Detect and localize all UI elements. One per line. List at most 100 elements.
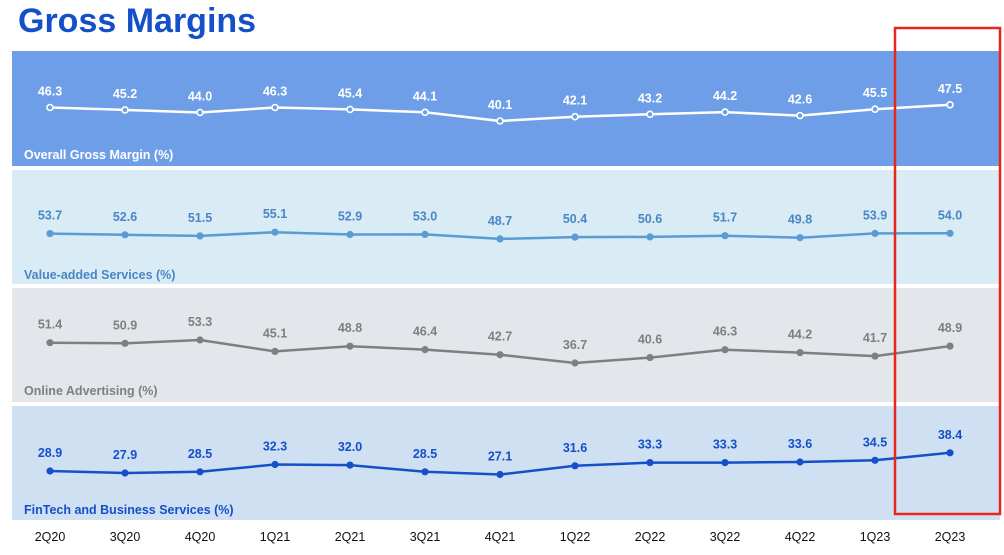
point-fintech-and-business-services-4q21 [496, 470, 504, 479]
point-online-advertising-2q20 [46, 339, 54, 347]
point-online-advertising-2q23 [946, 342, 954, 350]
data-label-overall-gross-margin-4q22: 42.6 [788, 93, 812, 107]
page-title: Gross Margins [18, 2, 257, 40]
data-label-overall-gross-margin-2q23: 47.5 [938, 82, 962, 96]
highlight-box-2q23 [893, 26, 1002, 516]
data-label-online-advertising-4q20: 53.3 [188, 315, 212, 329]
data-label-online-advertising-3q22: 46.3 [713, 325, 737, 339]
point-overall-gross-margin-2q21 [346, 105, 354, 114]
point-value-added-services-4q21 [496, 235, 504, 243]
point-overall-gross-margin-4q20 [196, 108, 204, 117]
point-online-advertising-1q22 [571, 359, 579, 367]
point-value-added-services-1q21 [271, 228, 279, 236]
x-tick-3q20: 3Q20 [110, 530, 141, 544]
point-value-added-services-4q22 [796, 234, 804, 242]
x-tick-4q20: 4Q20 [185, 530, 216, 544]
data-label-fintech-and-business-services-4q20: 28.5 [188, 447, 212, 461]
point-overall-gross-margin-1q21 [271, 103, 279, 112]
point-fintech-and-business-services-1q21 [271, 460, 279, 469]
point-online-advertising-1q23 [871, 352, 879, 360]
point-value-added-services-2q22 [646, 233, 654, 241]
point-overall-gross-margin-4q21 [496, 117, 504, 125]
data-label-overall-gross-margin-4q21: 40.1 [488, 98, 512, 112]
data-label-value-added-services-1q23: 53.9 [863, 208, 887, 222]
x-tick-1q23: 1Q23 [860, 530, 891, 544]
panel-value-added-services [12, 170, 1000, 284]
point-fintech-and-business-services-2q20 [46, 467, 54, 475]
panel-title-overall-gross-margin: Overall Gross Margin (%) [24, 148, 173, 162]
data-label-value-added-services-2q23: 54.0 [938, 208, 962, 222]
point-fintech-and-business-services-3q20 [121, 469, 129, 477]
point-fintech-and-business-services-2q22 [646, 459, 654, 467]
data-label-fintech-and-business-services-2q21: 32.0 [338, 440, 362, 454]
point-fintech-and-business-services-2q21 [346, 461, 354, 469]
data-label-fintech-and-business-services-4q22: 33.6 [788, 437, 812, 451]
point-value-added-services-3q21 [421, 230, 429, 238]
data-label-fintech-and-business-services-3q21: 28.5 [413, 447, 437, 461]
point-online-advertising-4q21 [496, 351, 504, 359]
x-tick-4q21: 4Q21 [485, 530, 516, 544]
data-label-overall-gross-margin-1q23: 45.5 [863, 86, 887, 100]
data-label-overall-gross-margin-2q21: 45.4 [338, 86, 362, 100]
data-label-online-advertising-4q21: 42.7 [488, 330, 512, 344]
data-label-online-advertising-2q21: 48.8 [338, 321, 362, 335]
data-label-overall-gross-margin-4q20: 44.0 [188, 90, 212, 104]
panel-fintech-and-business-services [12, 406, 1000, 520]
data-label-overall-gross-margin-3q22: 44.2 [713, 89, 737, 103]
data-label-value-added-services-1q21: 55.1 [263, 207, 287, 221]
point-overall-gross-margin-2q20 [46, 103, 54, 112]
data-label-online-advertising-4q22: 44.2 [788, 328, 812, 342]
data-label-online-advertising-2q22: 40.6 [638, 333, 662, 347]
point-online-advertising-4q22 [796, 349, 804, 357]
data-label-value-added-services-4q21: 48.7 [488, 214, 512, 228]
point-value-added-services-2q20 [46, 230, 54, 238]
data-label-fintech-and-business-services-2q20: 28.9 [38, 446, 62, 460]
data-label-overall-gross-margin-2q22: 43.2 [638, 91, 662, 105]
point-value-added-services-2q21 [346, 230, 354, 239]
data-label-fintech-and-business-services-1q23: 34.5 [863, 435, 887, 449]
data-label-overall-gross-margin-1q21: 46.3 [263, 85, 287, 99]
point-fintech-and-business-services-1q23 [871, 456, 879, 464]
point-value-added-services-2q23 [946, 229, 954, 237]
data-label-fintech-and-business-services-4q21: 27.1 [488, 450, 512, 464]
panel-title-online-advertising: Online Advertising (%) [24, 384, 158, 398]
point-value-added-services-4q20 [196, 232, 204, 240]
point-online-advertising-1q21 [271, 347, 279, 355]
point-fintech-and-business-services-4q22 [796, 458, 804, 466]
x-tick-2q20: 2Q20 [35, 530, 66, 544]
point-overall-gross-margin-4q22 [796, 111, 804, 120]
data-label-overall-gross-margin-3q21: 44.1 [413, 89, 437, 103]
data-label-overall-gross-margin-3q20: 45.2 [113, 87, 137, 101]
data-label-value-added-services-4q20: 51.5 [188, 211, 212, 225]
point-overall-gross-margin-3q20 [121, 106, 129, 114]
x-tick-1q21: 1Q21 [260, 530, 291, 544]
panel-title-fintech-and-business-services: FinTech and Business Services (%) [24, 503, 234, 517]
panel-online-advertising [12, 288, 1000, 402]
point-overall-gross-margin-2q23 [946, 101, 954, 109]
point-fintech-and-business-services-2q23 [946, 449, 954, 457]
data-label-overall-gross-margin-1q22: 42.1 [563, 94, 587, 108]
data-label-value-added-services-2q22: 50.6 [638, 212, 662, 226]
data-label-online-advertising-2q20: 51.4 [38, 318, 62, 332]
point-fintech-and-business-services-3q21 [421, 468, 429, 476]
data-label-value-added-services-4q22: 49.8 [788, 213, 812, 227]
point-fintech-and-business-services-1q22 [571, 462, 579, 470]
data-label-fintech-and-business-services-1q22: 31.6 [563, 441, 587, 455]
point-overall-gross-margin-1q22 [571, 112, 579, 121]
data-label-value-added-services-2q20: 53.7 [38, 209, 62, 223]
x-tick-1q22: 1Q22 [560, 530, 591, 544]
data-label-overall-gross-margin-2q20: 46.3 [38, 85, 62, 99]
data-label-value-added-services-3q22: 51.7 [713, 211, 737, 225]
x-tick-3q21: 3Q21 [410, 530, 441, 544]
point-value-added-services-3q20 [121, 231, 129, 239]
point-value-added-services-1q23 [871, 229, 879, 237]
point-overall-gross-margin-3q22 [721, 108, 729, 116]
point-overall-gross-margin-3q21 [421, 108, 429, 117]
point-value-added-services-1q22 [571, 233, 579, 241]
x-tick-2q23: 2Q23 [935, 530, 966, 544]
point-value-added-services-3q22 [721, 232, 729, 240]
data-label-fintech-and-business-services-1q21: 32.3 [263, 440, 287, 454]
point-overall-gross-margin-1q23 [871, 105, 879, 113]
panel-overall-gross-margin [12, 51, 1000, 166]
